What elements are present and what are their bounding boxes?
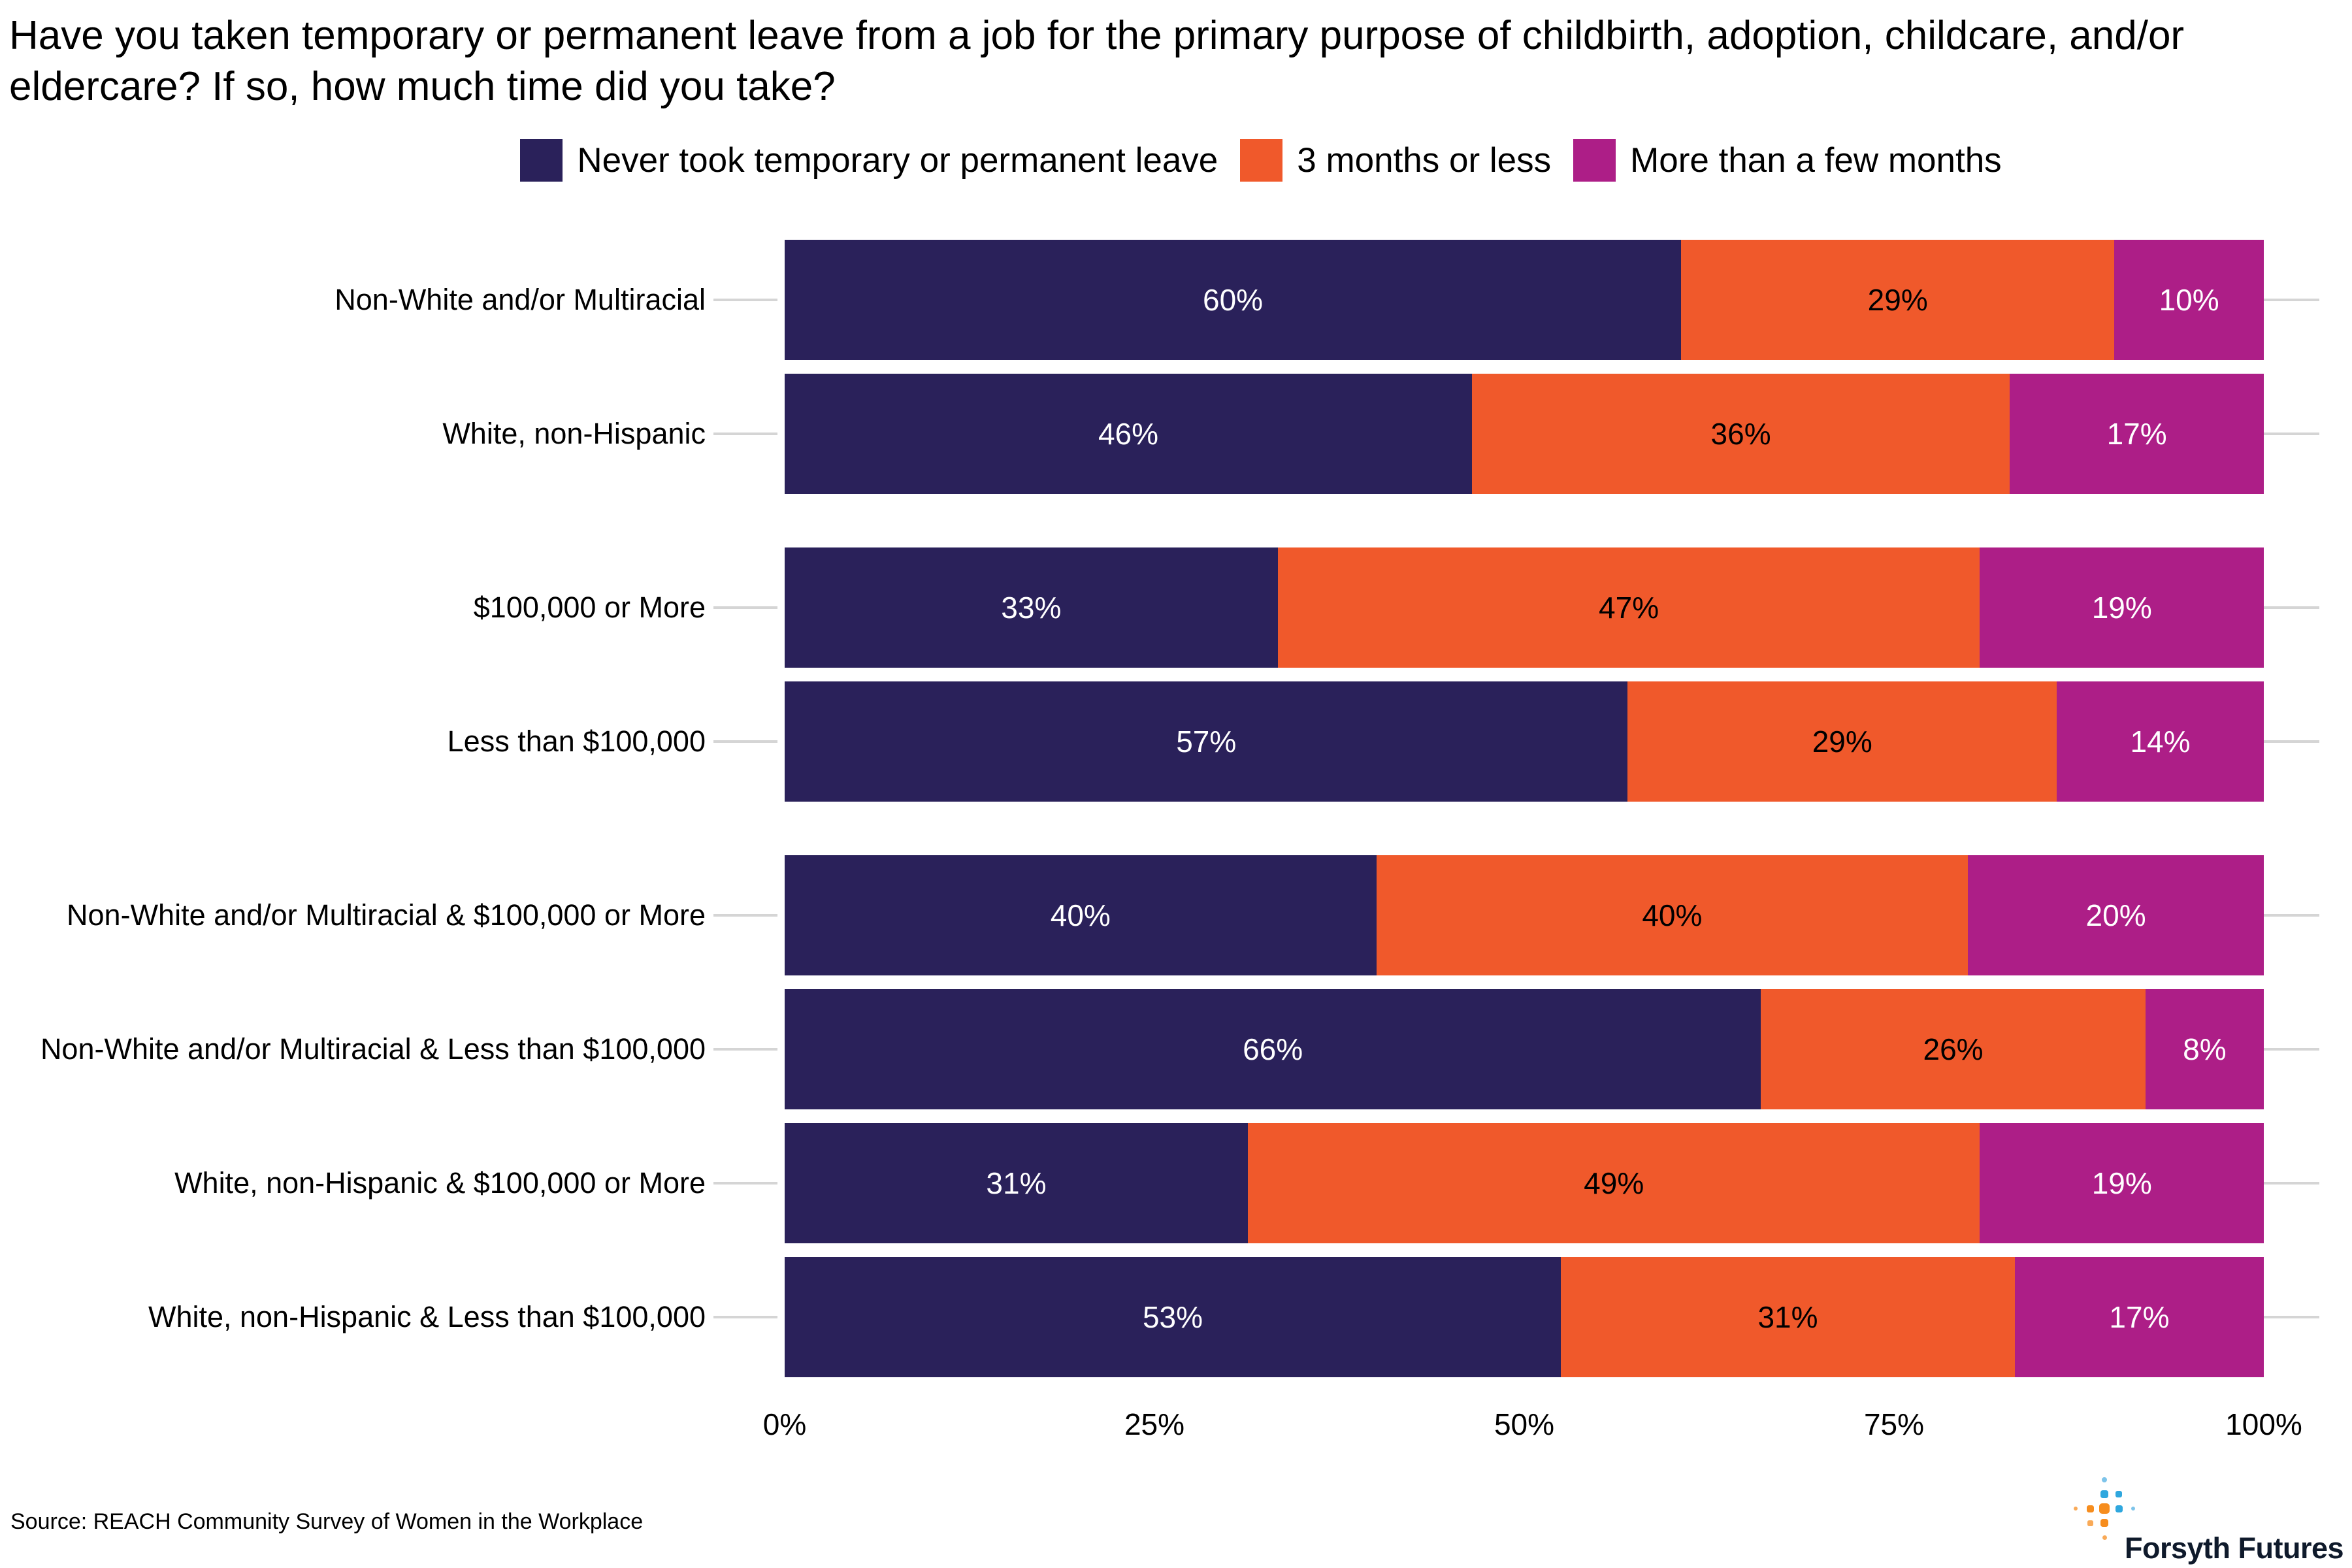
plot-panel: 60% 29% 10% [785,240,2319,360]
axis-tick-mark [713,606,777,609]
bar-segment: 47% [1277,547,1980,668]
bar-segment: 40% [1376,855,1968,975]
plot-panel: 46% 36% 17% [785,374,2319,494]
x-axis-tick-label: 25% [1124,1407,1185,1441]
axis-tick-mark [713,914,777,917]
bar-row: Non-White and/or Multiracial & $100,000 … [0,855,2352,975]
legend-key-swatch [1573,139,1616,182]
bar-row: White, non-Hispanic & Less than $100,000… [0,1257,2352,1377]
legend-item: More than a few months [1573,139,2002,182]
category-label: Non-White and/or Multiracial & $100,000 … [67,898,706,932]
stacked-bar: 31% 49% 19% [785,1123,2264,1243]
category-label: White, non-Hispanic [442,417,706,450]
axis-tick-mark [713,299,777,301]
plot-panel: 57% 29% 14% [785,681,2319,802]
stacked-bar: 57% 29% 14% [785,681,2264,802]
logo-dot [2100,1519,2108,1527]
bar-segment: 60% [785,240,1682,360]
bar-row: Less than $100,000 57% 29% 14% [0,681,2352,802]
stacked-bar: 46% 36% 17% [785,374,2264,494]
bar-segment: 8% [2145,989,2264,1109]
bar-row: White, non-Hispanic & $100,000 or More 31… [0,1123,2352,1243]
logo-dot [2102,1535,2107,1540]
axis-tick-mark [713,1182,777,1184]
logo-dot [2115,1505,2123,1512]
stacked-bar: 33% 47% 19% [785,547,2264,668]
bar-segment: 14% [2057,681,2264,802]
bar-segment: 29% [1681,240,2115,360]
stacked-bar: 60% 29% 10% [785,240,2264,360]
bar-segment: 46% [785,374,1472,494]
plot-panel: 40% 40% 20% [785,855,2319,975]
category-label: White, non-Hispanic & $100,000 or More [174,1166,706,1200]
x-axis: 0% 25% 50% 75% 100% [763,1406,2319,1443]
category-label: $100,000 or More [473,591,706,624]
logo-dot [2086,1505,2094,1512]
bar-segment: 36% [1471,374,2010,494]
bar-segment: 10% [2114,240,2264,360]
bar-segment: 33% [785,547,1278,668]
bar-segment: 17% [2014,1257,2264,1377]
stacked-bar: 40% 40% 20% [785,855,2264,975]
stacked-bar: 66% 26% 8% [785,989,2264,1109]
chart-area: Non-White and/or Multiracial 60% 29% 10% Whi… [0,240,2352,1377]
chart-title: Have you taken temporary or permanent le… [9,13,2185,110]
dotted-cross-icon [2068,1473,2140,1544]
plot-panel: 66% 26% 8% [785,989,2319,1109]
logo-text: Forsyth Futures [2125,1531,2344,1565]
logo-dot [2131,1507,2135,1511]
logo-dot [2099,1503,2110,1514]
bar-segment: 19% [1980,547,2264,668]
plot-panel: 31% 49% 19% [785,1123,2319,1243]
bar-segment: 57% [785,681,1628,802]
bar-segment: 40% [785,855,1377,975]
bar-row: $100,000 or More 33% 47% 19% [0,547,2352,668]
axis-tick-mark [713,740,777,743]
x-axis-tick-label: 75% [1863,1407,1925,1441]
legend-item: Never took temporary or permanent leave [520,139,1218,182]
logo-dot [2100,1490,2108,1498]
category-label: Less than $100,000 [447,725,706,758]
bar-segment: 20% [1968,855,2264,975]
axis-tick-mark [713,1048,777,1051]
bar-segment: 29% [1627,681,2057,802]
logo-dot [2115,1491,2122,1497]
plot-panel: 33% 47% 19% [785,547,2319,668]
bar-segment: 17% [2010,374,2264,494]
axis-tick-mark [713,1316,777,1318]
bar-segment: 31% [785,1123,1248,1243]
bar-row: Non-White and/or Multiracial & Less than… [0,989,2352,1109]
bar-segment: 31% [1561,1257,2015,1377]
bar-row: Non-White and/or Multiracial 60% 29% 10% [0,240,2352,360]
source-note: Source: REACH Community Survey of Women … [10,1509,644,1534]
legend-key-swatch [1240,139,1283,182]
legend: Never took temporary or permanent leave 3… [170,137,2352,183]
x-axis-tick-label: 50% [1494,1407,1555,1441]
plot-panel: 53% 31% 17% [785,1257,2319,1377]
logo-dot [2102,1477,2107,1482]
bar-segment: 26% [1761,989,2146,1109]
category-label: Non-White and/or Multiracial [335,283,706,316]
category-label: White, non-Hispanic & Less than $100,000 [148,1300,706,1333]
legend-item-label: Never took temporary or permanent leave [577,140,1218,180]
legend-key-swatch [520,139,563,182]
axis-tick-mark [713,433,777,435]
forsyth-futures-logo: Forsyth Futures [2065,1469,2352,1568]
x-axis-tick-label: 0% [762,1407,807,1441]
bar-row: White, non-Hispanic 46% 36% 17% [0,374,2352,494]
stacked-bar: 53% 31% 17% [785,1257,2264,1377]
legend-item: 3 months or less [1240,139,1551,182]
bar-segment: 19% [1980,1123,2264,1243]
bar-segment: 49% [1247,1123,1980,1243]
bar-segment: 53% [785,1257,1561,1377]
bar-segment: 66% [785,989,1761,1109]
category-label: Non-White and/or Multiracial & Less than… [40,1032,706,1066]
x-axis-tick-label: 100% [2225,1407,2302,1441]
legend-item-label: More than a few months [1630,140,2002,180]
legend-item-label: 3 months or less [1297,140,1552,180]
logo-dot [2087,1520,2093,1526]
logo-dot [2074,1507,2078,1511]
